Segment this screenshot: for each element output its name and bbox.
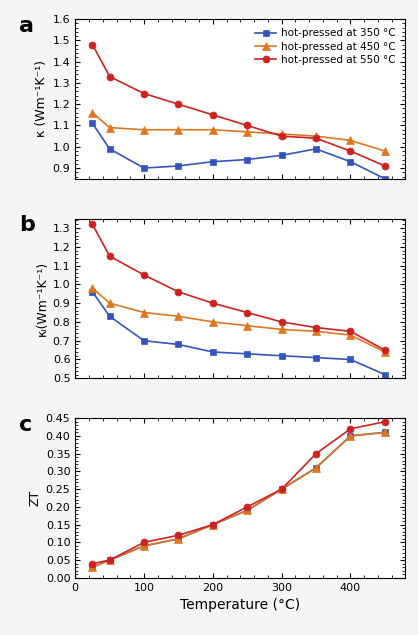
Y-axis label: κₗ(Wm⁻¹K⁻¹): κₗ(Wm⁻¹K⁻¹) bbox=[36, 261, 48, 336]
Text: c: c bbox=[19, 415, 32, 435]
Text: b: b bbox=[19, 215, 35, 236]
Y-axis label: κ (Wm⁻¹K⁻¹): κ (Wm⁻¹K⁻¹) bbox=[36, 60, 48, 137]
Y-axis label: ZT: ZT bbox=[28, 490, 41, 506]
Legend: hot-pressed at 350 °C, hot-pressed at 450 °C, hot-pressed at 550 °C: hot-pressed at 350 °C, hot-pressed at 45… bbox=[251, 24, 400, 69]
X-axis label: Temperature (°C): Temperature (°C) bbox=[180, 598, 301, 612]
Text: a: a bbox=[19, 16, 34, 36]
